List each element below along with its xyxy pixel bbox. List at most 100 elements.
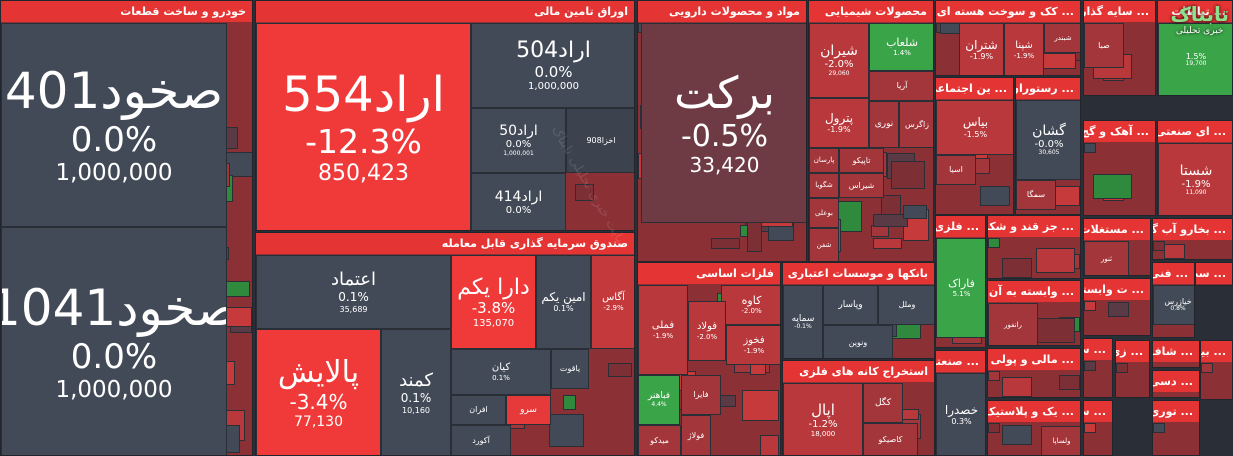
tile: اراد414 0.0% [471,173,566,230]
tile-name: رانفور [1004,320,1022,329]
sector-title: ... دسی [1153,371,1199,392]
tile-name: نوری [874,119,894,130]
sector-title: ... یک و پلاستیک [988,401,1080,422]
filler-tile [563,395,576,410]
tile-change: -1.9% [969,52,994,62]
tile-change: 0.1% [400,390,432,405]
tile-name: شیراس [848,180,875,190]
filler-tile [873,238,902,249]
tile-name: پارسان [813,156,835,165]
sector-title: ... آهک و گچ [1084,121,1155,142]
tile: فباهنر 4.4% [638,375,680,425]
tile-name: اراد50 [499,123,538,140]
tile-name: امین یکم [541,289,586,304]
tile-name: شفن [816,241,832,250]
tile-volume: 30,605 [1038,149,1060,157]
tile-name: فولاد [696,321,718,333]
tile: شفن [809,228,839,261]
filler-tile [980,186,1010,206]
tile-volume: 1,000,000 [55,160,173,187]
tile-change: 0.0% [70,336,158,377]
filler-tile [1084,361,1096,371]
sector-title: ... سط [1196,263,1232,284]
sector-title: ... سایه گذاریها [1084,1,1155,22]
tile: پالایش -3.4% 77,130 [256,329,381,455]
tile-change: -1.9% [1181,178,1211,190]
tile: آکورد [451,425,511,455]
tile-name: آکورد [472,436,490,446]
tile-volume: 35,689 [339,304,368,314]
tile: کیان 0.1% [451,349,551,395]
tile-name: شلعاب [886,35,918,49]
tile-volume: 1,000,000 [528,81,579,93]
tile-name: صبا [1098,40,1110,50]
filler-tile [1153,423,1165,433]
tile-name: شتران [965,37,998,52]
tile-name: اعتماد [330,269,377,291]
tile: صخود1041 0.0% 1,000,000 [1,227,227,455]
filler-tile [1002,377,1032,397]
tile-change: -0.1% [794,323,812,331]
sector-title: صندوق سرمایه گذاری قابل معامله [256,233,634,254]
sector-title: استخراج کانه های فلزی [783,361,934,382]
tile: کمند 0.1% 10,160 [381,329,451,455]
tile-name: اسیا [949,165,963,175]
tile-name: دارا یکم [457,274,530,300]
tile-change: -3.8% [471,299,516,318]
tile-volume: 18,000 [810,430,836,439]
tile: خصدرا 0.3% [936,373,985,455]
tile: اسیا [936,155,976,185]
sector-title: ... ای صنعتی [1158,121,1232,142]
tile-name: فخوز [743,335,765,347]
tile-volume: 1,000,000 [55,377,173,404]
filler-tile [1002,425,1032,445]
tile-change: 4.4% [651,400,667,408]
sector: ... سکر [1083,338,1113,398]
sector: سمایه -0.1% وپاسار وملل ونوین بانکها و موسسات… [782,262,935,359]
tile-change: 0.3% [951,417,972,427]
tile-name: آریا [896,81,908,91]
sector: شتران -1.9% شپنا -1.9% شبندر... کک و سوخت هس… [935,0,1081,76]
tile-volume: 33,420 [689,153,760,178]
filler-tile [1084,143,1096,153]
tile-name: شستا [1179,162,1213,179]
filler-tile [1036,248,1075,273]
tile-name: خیازرس [1164,296,1192,306]
sector-title: ... مالی و پولی [988,349,1080,370]
sector-title: ... زی [1116,341,1149,362]
tile: امین یکم 0.1% [536,255,591,349]
filler-tile [1036,318,1075,343]
tile-change: -1.9% [652,331,674,340]
sector: اعتماد 0.1% 35,689 پالایش -3.4% 77,130 کمند 0.1… [255,232,635,456]
sector-title: ... ین اجتماعی [936,78,1013,99]
tile-volume: 11,090 [1185,189,1207,197]
tile-change: -2.0% [824,59,854,71]
tile: ولساپا [1041,426,1080,455]
sector: اراد554 -12.3% 850,423 اراد504 0.0% 1,000,000… [255,0,635,231]
sector-title: ... جز قند و شکر [988,216,1080,237]
tile: سمایه -0.1% [783,285,823,358]
tile: بیاس -1.5% [936,100,1013,155]
sector: گشان -0.0% 30,605 سمگا ... رستوران [1015,77,1081,215]
sector: ... ت وابسته [1083,278,1151,336]
tile-change: 1.5% [1185,51,1207,61]
tile: گشان -0.0% 30,605 [1016,100,1080,180]
sector-title: ... فلزی [936,216,985,237]
tile-name: کگل [874,397,892,408]
tile-name: برکت [674,67,775,119]
tile: خیازرس 0.8% [1153,285,1194,325]
tile-name: فایرا [693,390,709,400]
tile: افران [451,395,506,425]
sector-title: مواد و محصولات دارویی [638,1,806,22]
tile-name: صخود1041 [1,279,227,338]
tile-change: 1.4% [893,49,911,58]
sector: اپال -1.2% 18,000 کگل کاصیکو استخراج کانه های… [782,360,935,456]
tile-change: -2.0% [696,332,718,341]
tile-name: وپاسار [838,299,863,310]
tile-name: وملل [898,300,916,310]
tile-volume: 10,160 [402,405,430,415]
tile-change: -3.4% [289,389,348,414]
sector-title: اوراق تامین مالی [256,1,634,22]
filler-tile [891,161,925,189]
tile: بوعلی [809,198,839,228]
